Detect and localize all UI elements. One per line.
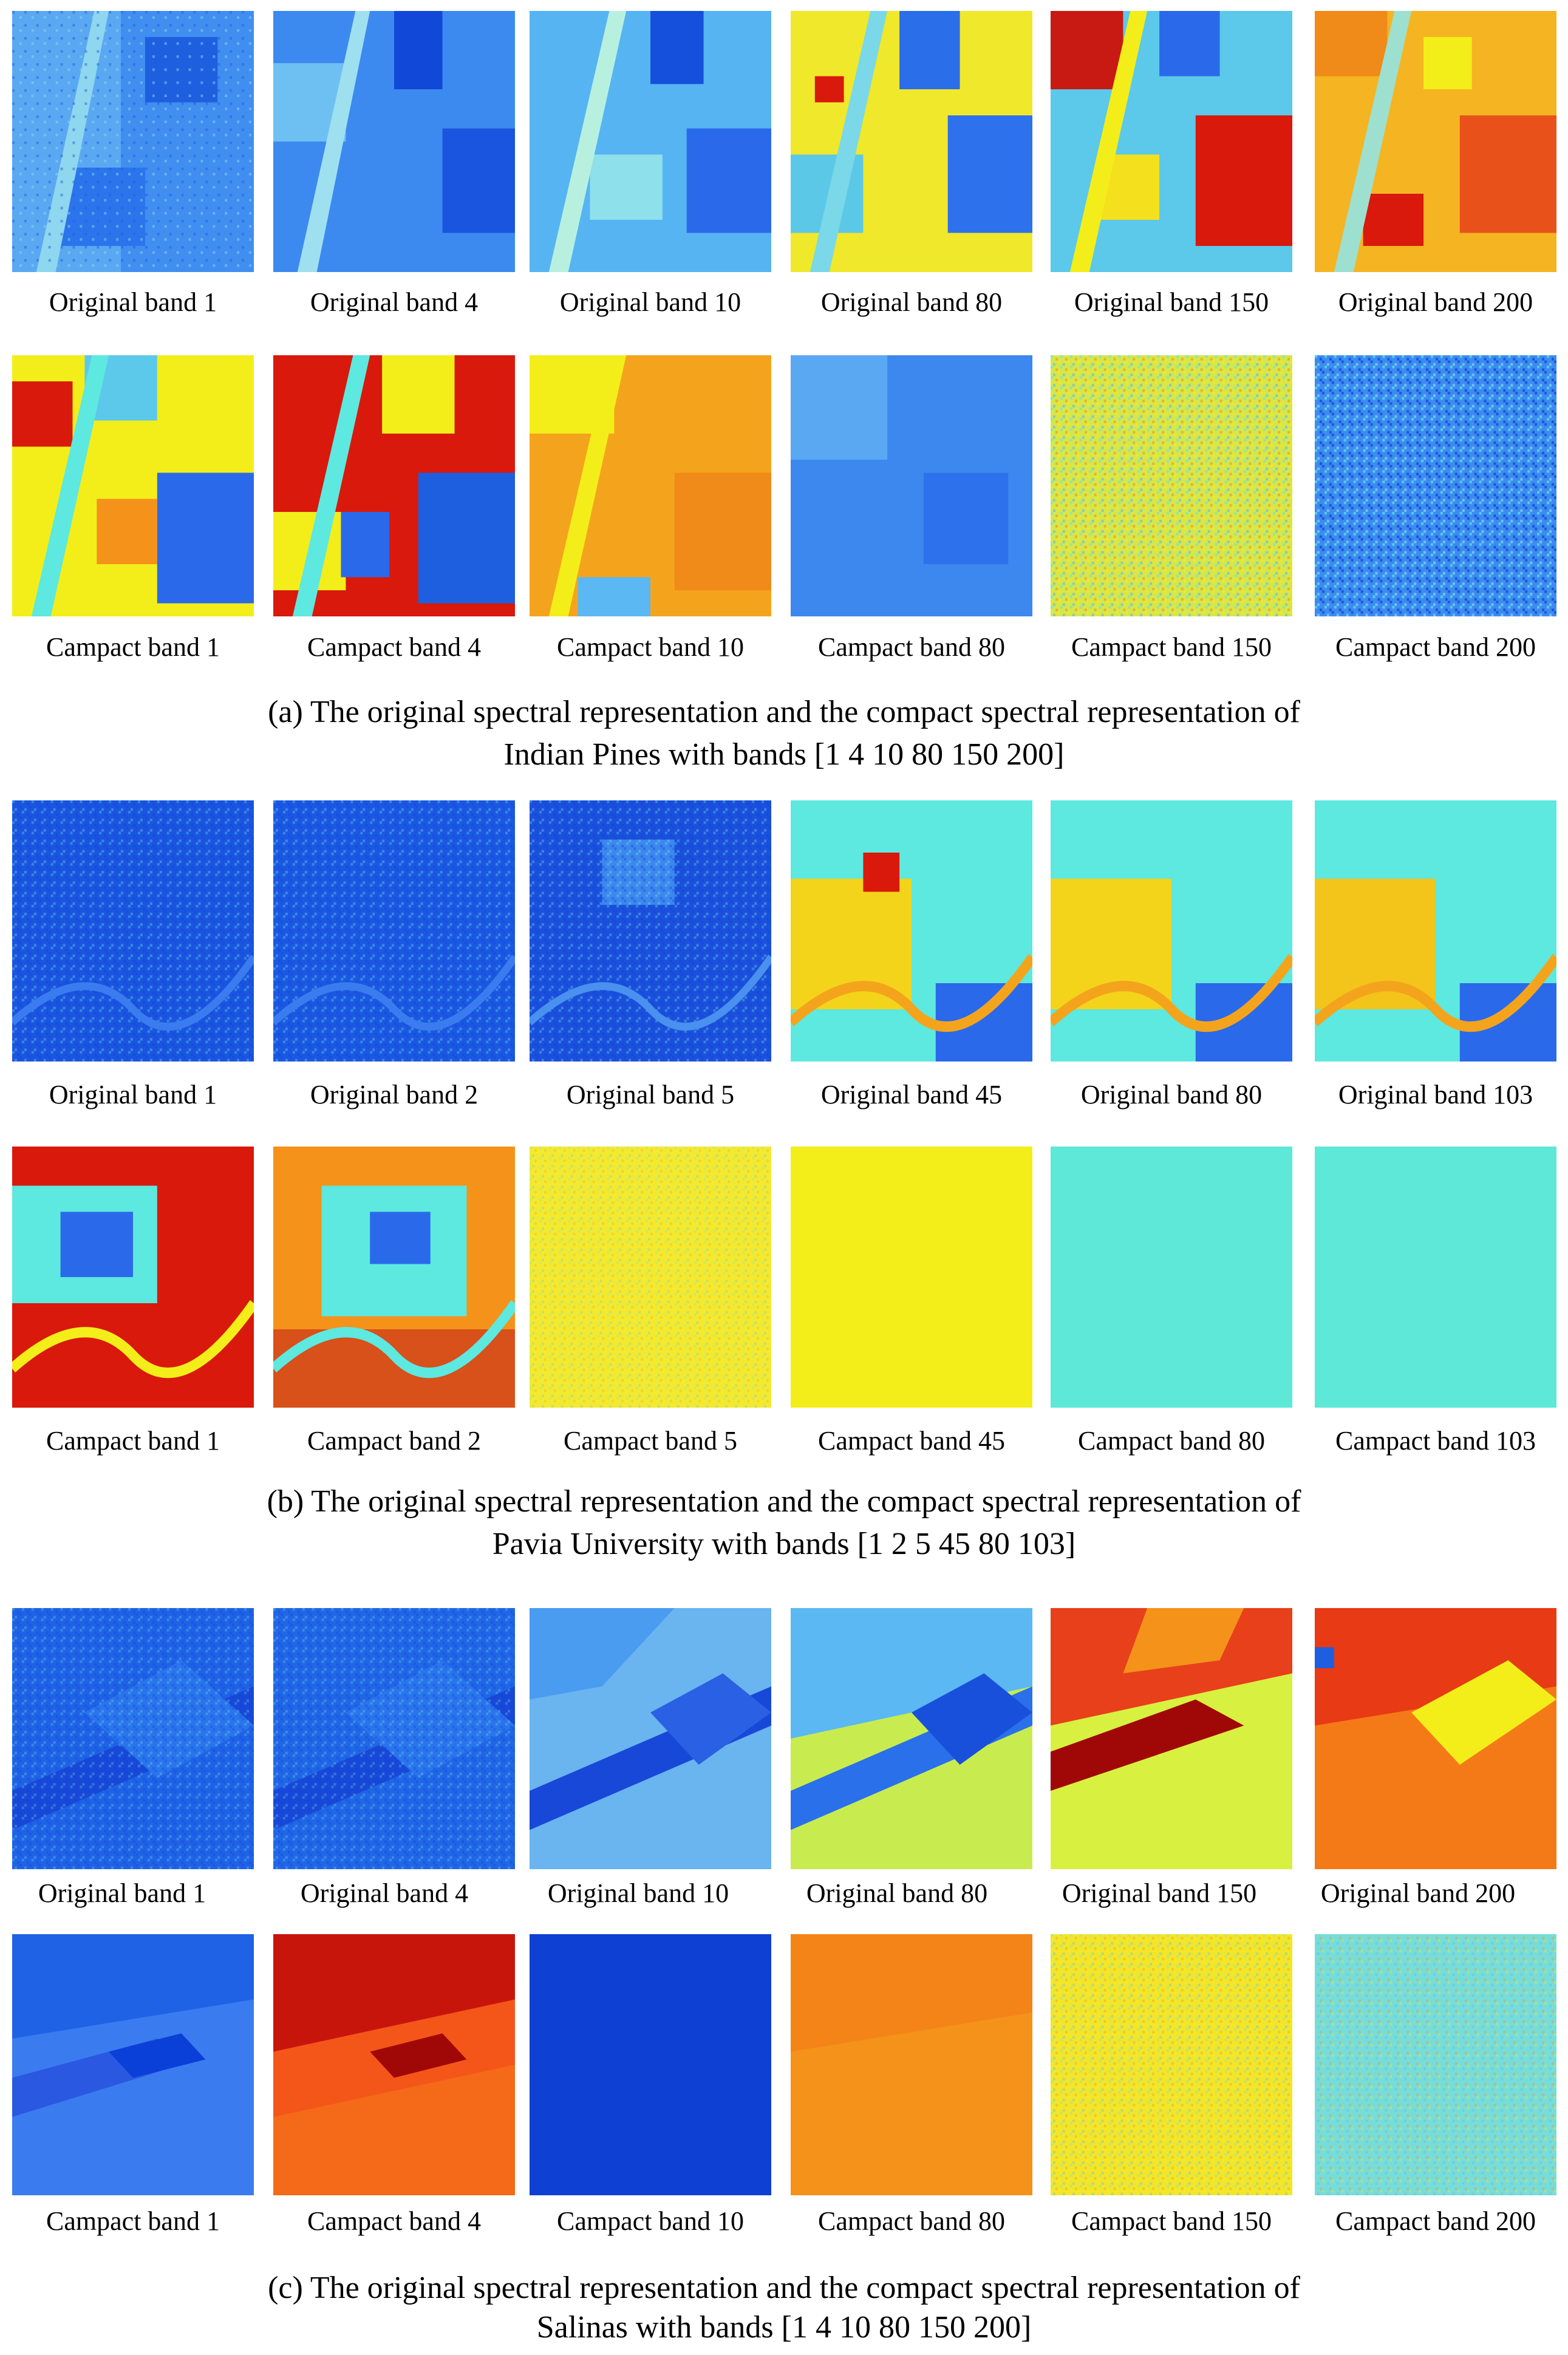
label-a-compact-4: Campact band 80 [818, 632, 1005, 662]
image-a-compact-band-80 [791, 355, 1032, 616]
label-a-original-3: Original band 10 [559, 287, 741, 317]
image-a-original-band-4 [273, 11, 515, 272]
label-a-compact-3: Campact band 10 [557, 632, 744, 662]
label-b-compact-3: Campact band 5 [564, 1426, 737, 1456]
label-c-original-1: Original band 1 [38, 1878, 206, 1908]
label-b-original-1: Original band 1 [49, 1080, 217, 1109]
label-b-compact-4: Campact band 45 [818, 1426, 1005, 1456]
caption-b-line-1: (b) The original spectral representation… [267, 1484, 1301, 1519]
label-c-original-4: Original band 80 [806, 1878, 988, 1908]
label-c-compact-2: Campact band 4 [307, 2206, 481, 2236]
image-b-original-band-2 [273, 800, 515, 1062]
image-a-original-band-10 [530, 11, 771, 272]
label-a-original-1: Original band 1 [49, 287, 217, 317]
label-b-compact-5: Campact band 80 [1078, 1426, 1265, 1456]
label-c-compact-6: Campact band 200 [1335, 2206, 1536, 2236]
image-a-compact-band-4 [273, 355, 515, 616]
image-a-original-band-80 [791, 11, 1032, 272]
image-c-compact-band-200 [1315, 1934, 1556, 2195]
image-c-original-band-150 [1051, 1608, 1292, 1869]
image-a-original-band-150 [1051, 11, 1292, 272]
image-c-original-band-4 [273, 1608, 515, 1869]
image-c-compact-band-150 [1051, 1934, 1292, 2195]
label-b-compact-2: Campact band 2 [307, 1426, 481, 1456]
label-b-compact-6: Campact band 103 [1335, 1426, 1536, 1456]
label-a-compact-5: Campact band 150 [1071, 632, 1272, 662]
image-a-original-band-200 [1315, 11, 1556, 272]
caption-c-line-1: (c) The original spectral representation… [268, 2271, 1300, 2305]
caption-c-line-2: Salinas with bands [1 4 10 80 150 200] [536, 2310, 1032, 2345]
image-b-compact-band-5 [530, 1147, 771, 1408]
label-c-original-3: Original band 10 [547, 1878, 729, 1908]
image-c-original-band-1 [12, 1608, 254, 1869]
caption-b-line-2: Pavia University with bands [1 2 5 45 80… [492, 1527, 1076, 1561]
image-c-original-band-10 [530, 1608, 771, 1869]
image-c-original-band-200 [1315, 1608, 1556, 1869]
label-c-compact-5: Campact band 150 [1071, 2206, 1272, 2236]
label-c-compact-3: Campact band 10 [557, 2206, 744, 2236]
image-b-original-band-103 [1315, 800, 1556, 1062]
caption-a-line-1: (a) The original spectral representation… [268, 695, 1300, 729]
label-b-original-6: Original band 103 [1338, 1080, 1533, 1109]
label-b-compact-1: Campact band 1 [46, 1426, 220, 1456]
image-b-original-band-5 [530, 800, 771, 1062]
label-b-original-5: Original band 80 [1080, 1080, 1263, 1109]
image-a-original-band-1 [12, 11, 254, 272]
image-b-compact-band-45 [791, 1147, 1032, 1408]
label-a-compact-1: Campact band 1 [46, 632, 220, 662]
label-a-compact-2: Campact band 4 [307, 632, 481, 662]
label-c-original-6: Original band 200 [1320, 1878, 1516, 1908]
image-b-original-band-1 [12, 800, 254, 1062]
image-c-compact-band-4 [273, 1934, 515, 2195]
image-c-original-band-80 [791, 1608, 1032, 1869]
image-c-compact-band-1 [12, 1934, 254, 2195]
image-a-compact-band-1 [12, 355, 254, 616]
image-a-compact-band-200 [1315, 355, 1556, 616]
image-b-compact-band-80 [1051, 1147, 1292, 1408]
image-b-compact-band-2 [273, 1147, 515, 1408]
label-b-original-2: Original band 2 [310, 1080, 479, 1109]
label-c-compact-4: Campact band 80 [818, 2206, 1005, 2236]
label-c-compact-1: Campact band 1 [46, 2206, 220, 2236]
label-a-original-6: Original band 200 [1338, 287, 1533, 317]
image-a-compact-band-10 [530, 355, 771, 616]
image-b-compact-band-1 [12, 1147, 254, 1408]
label-b-original-3: Original band 5 [566, 1080, 735, 1109]
label-a-original-2: Original band 4 [310, 287, 479, 317]
caption-a-line-2: Indian Pines with bands [1 4 10 80 150 2… [503, 737, 1065, 772]
label-b-original-4: Original band 45 [820, 1080, 1003, 1109]
label-c-original-5: Original band 150 [1062, 1878, 1257, 1908]
label-a-original-5: Original band 150 [1074, 287, 1269, 317]
label-a-original-4: Original band 80 [820, 287, 1003, 317]
image-c-compact-band-80 [791, 1934, 1032, 2195]
image-a-compact-band-150 [1051, 355, 1292, 616]
label-a-compact-6: Campact band 200 [1335, 632, 1536, 662]
image-b-original-band-80 [1051, 800, 1292, 1062]
image-b-compact-band-103 [1315, 1147, 1556, 1408]
label-c-original-2: Original band 4 [300, 1878, 469, 1908]
image-b-original-band-45 [791, 800, 1032, 1062]
image-c-compact-band-10 [530, 1934, 771, 2195]
